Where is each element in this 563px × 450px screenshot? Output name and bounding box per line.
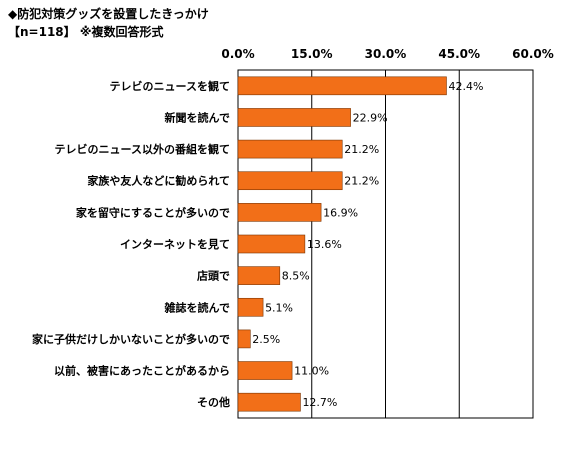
data-label: 21.2% [344,143,379,156]
bar [237,171,343,191]
bar [237,139,343,159]
bar [237,392,301,412]
data-label: 8.5% [282,270,310,283]
category-label: テレビのニュースを観て [110,79,230,93]
x-tick-label: 15.0% [291,47,333,61]
x-tick-label: 60.0% [512,47,554,61]
data-label: 12.7% [302,396,337,409]
data-label: 11.0% [294,365,329,378]
bar [237,76,447,96]
x-tick-label: 30.0% [365,47,407,61]
bar [237,329,251,349]
category-label: 家に子供だけしかいないことが多いので [32,332,230,346]
category-label: 家族や友人などに勧められて [87,174,230,188]
category-label: 以前、被害にあったことがあるから [54,364,230,378]
bar [237,297,264,317]
category-label: テレビのニュース以外の番組を観て [55,142,230,156]
chart-title: ◆防犯対策グッズを設置したきっかけ [8,7,209,21]
category-label: 雑誌を読んで [164,300,230,314]
category-label: インターネットを見て [120,238,230,251]
data-label: 22.9% [353,111,388,124]
data-label: 13.6% [307,238,342,251]
data-label: 21.2% [344,175,379,188]
bar [237,203,322,222]
bar [237,266,281,285]
data-label: 5.1% [265,301,293,314]
x-tick-label: 0.0% [221,47,254,61]
category-label: 家を留守にすることが多いので [76,205,230,219]
category-label: 新聞を読んで [165,110,230,124]
x-tick-label: 45.0% [438,47,480,61]
data-label: 42.4% [448,80,483,93]
chart-subtitle: 【n=118】 ※複数回答形式 [8,25,164,39]
category-label: 店頭で [197,269,230,283]
bar [237,361,293,380]
bar [237,234,306,254]
data-label: 16.9% [323,206,358,219]
data-label: 2.5% [252,333,280,346]
category-label: その他 [197,395,230,409]
bar [237,108,351,127]
